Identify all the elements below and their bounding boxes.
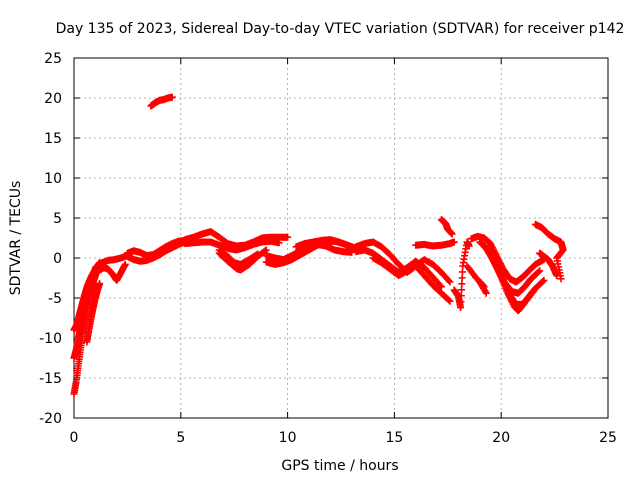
x-axis-title: GPS time / hours [281, 458, 398, 474]
series-recovery-low [83, 280, 104, 346]
data-point [261, 247, 269, 255]
data-point [458, 274, 466, 282]
data-point [482, 289, 490, 297]
data-point [457, 298, 465, 306]
y-tick-label: -15 [39, 371, 62, 387]
y-axis-title: SDTVAR / TECUs [8, 181, 24, 296]
series-end-tail-b [536, 249, 561, 280]
data-points [70, 93, 567, 398]
data-point [553, 272, 561, 280]
ticks: 0 5 10 15 20 25 -20 -15 -10 -5 0 5 10 15 20 25 [39, 51, 617, 446]
data-point [540, 276, 548, 284]
series-outlier-cluster [147, 93, 176, 110]
data-point [450, 238, 458, 246]
y-tick-label: -20 [39, 411, 62, 427]
data-point [275, 239, 283, 247]
data-point [534, 268, 542, 276]
data-point [96, 280, 104, 288]
series-midday-b [181, 237, 283, 254]
plot-area [74, 58, 608, 418]
data-point [539, 278, 547, 286]
data-point [529, 288, 537, 296]
x-tick-label: 20 [492, 430, 510, 446]
grid [74, 58, 608, 418]
y-tick-label: 0 [53, 251, 62, 267]
data-point [446, 297, 454, 305]
data-point [436, 281, 444, 289]
y-tick-label: 25 [44, 51, 62, 67]
plot-frame [73, 57, 609, 419]
data-point [168, 93, 176, 101]
series-early-lower [96, 260, 129, 284]
x-tick-label: 25 [599, 430, 617, 446]
data-point [557, 275, 565, 283]
series-early-upper [91, 252, 131, 272]
series-end-tail [531, 220, 567, 283]
series-late-spike [437, 216, 456, 238]
series-late-segment [412, 238, 458, 250]
data-point [457, 304, 465, 312]
data-point [448, 230, 456, 238]
series-recovery-upper [70, 259, 104, 334]
data-point [446, 278, 454, 286]
series-afternoon-c [292, 236, 360, 252]
x-tick-label: 10 [279, 430, 297, 446]
y-tick-label: 15 [44, 131, 62, 147]
y-tick-label: -5 [48, 291, 62, 307]
data-point [465, 242, 473, 250]
series-dip-b [215, 246, 262, 268]
data-point [437, 283, 445, 291]
chart-title: Day 135 of 2023, Sidereal Day-to-day VTE… [56, 21, 625, 37]
data-point [457, 292, 465, 300]
data-point [254, 250, 262, 258]
x-tick-label: 5 [176, 430, 185, 446]
y-tick-label: 5 [53, 211, 62, 227]
series-evening-c [369, 254, 454, 305]
data-point [445, 277, 453, 285]
data-point [458, 280, 466, 288]
data-point [284, 233, 292, 241]
data-point [458, 286, 466, 294]
data-point [458, 268, 466, 276]
data-point [121, 260, 129, 268]
series-late-scatter [450, 238, 473, 312]
x-tick-label: 0 [70, 430, 79, 446]
data-point [536, 267, 544, 275]
y-tick-label: -10 [39, 331, 62, 347]
y-tick-label: 20 [44, 91, 62, 107]
series-dawn-edge [463, 262, 490, 297]
series-night-v4 [484, 244, 537, 315]
x-tick-label: 15 [385, 430, 403, 446]
data-point [445, 296, 453, 304]
y-tick-label: 10 [44, 171, 62, 187]
